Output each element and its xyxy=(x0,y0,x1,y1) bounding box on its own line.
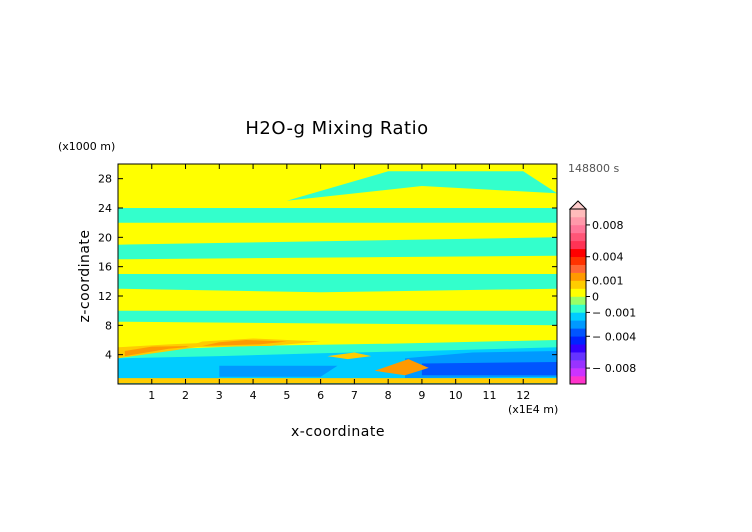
x-tick-label: 2 xyxy=(182,389,189,402)
x-tick-label: 12 xyxy=(516,389,530,402)
colorbar-band xyxy=(570,288,586,297)
colorbar-band xyxy=(570,280,586,289)
y-tick-label: 16 xyxy=(98,261,112,274)
colorbar-band xyxy=(570,264,586,273)
colorbar-tick-label: 0.004 xyxy=(592,251,624,264)
contour-region xyxy=(118,310,557,326)
x-tick-label: 11 xyxy=(482,389,496,402)
colorbar-tick-label: 0 xyxy=(592,291,599,304)
contour-region xyxy=(118,208,557,223)
colorbar-band xyxy=(570,344,586,353)
contour-region xyxy=(219,365,338,377)
contour-region xyxy=(118,274,557,293)
colorbar-tick-label: 0.001 xyxy=(592,275,624,288)
plot-area xyxy=(117,163,558,385)
colorbar-band xyxy=(570,224,586,234)
y-tick-label: 28 xyxy=(98,173,112,186)
colorbar-band xyxy=(570,336,586,345)
contour-region xyxy=(327,352,372,360)
colorbar-band xyxy=(570,240,586,250)
colorbar-tick-label: − 0.008 xyxy=(592,362,636,375)
colorbar-band xyxy=(570,256,586,265)
y-unit-label: (x1000 m) xyxy=(58,140,115,153)
colorbar-band xyxy=(570,368,586,377)
colorbar-band xyxy=(570,312,586,321)
contour-regions xyxy=(118,171,557,384)
x-tick-label: 1 xyxy=(148,389,155,402)
contour-region xyxy=(124,345,203,357)
colorbar-band xyxy=(570,328,586,337)
x-tick-label: 3 xyxy=(216,389,223,402)
colorbar-band xyxy=(570,352,586,361)
contour-region xyxy=(118,378,557,384)
contour-region xyxy=(118,237,557,260)
colorbar-band xyxy=(570,304,586,313)
x-tick-label: 10 xyxy=(449,389,463,402)
y-tick-label: 12 xyxy=(98,290,112,303)
colorbar-band xyxy=(570,296,586,305)
chart-title: H2O-g Mixing Ratio xyxy=(245,118,428,139)
y-tick-label: 24 xyxy=(98,202,112,215)
x-tick-label: 7 xyxy=(351,389,358,402)
colorbar-band xyxy=(570,209,586,218)
contour-region xyxy=(286,171,557,201)
time-label: 148800 s xyxy=(568,162,619,175)
colorbar-band xyxy=(570,360,586,369)
contour-region xyxy=(202,340,287,346)
colorbar-band xyxy=(570,232,586,242)
contour-region xyxy=(421,362,557,376)
x-tick-label: 8 xyxy=(385,389,392,402)
y-tick-label: 20 xyxy=(98,231,112,244)
x-tick-label: 5 xyxy=(283,389,290,402)
y-tick-label: 4 xyxy=(105,349,112,362)
x-tick-label: 9 xyxy=(418,389,425,402)
x-axis: 1 2 3 4 5 6 7 8 9 10 11 12 xyxy=(148,164,530,402)
colorbar-band xyxy=(570,248,586,258)
y-axis-label: z-coordinate xyxy=(77,229,93,322)
colorbar-tick-label: − 0.004 xyxy=(592,330,636,343)
colorbar-band xyxy=(570,376,586,385)
plot-frame xyxy=(117,163,558,385)
colorbar: 0.008 0.004 0.001 0 − 0.001 − 0.004 − 0.008 xyxy=(568,200,636,385)
contour-region xyxy=(374,359,429,376)
x-unit-label: (x1E4 m) xyxy=(508,403,558,416)
colorbar-band xyxy=(570,320,586,329)
colorbar-tick-label: − 0.001 xyxy=(592,306,636,319)
colorbar-tick-label: 0.008 xyxy=(592,219,624,232)
colorbar-band xyxy=(570,272,586,281)
colorbar-band xyxy=(570,216,586,226)
y-axis: 4 8 12 16 20 24 28 xyxy=(98,173,557,362)
x-axis-label: x-coordinate xyxy=(291,424,385,440)
y-tick-label: 8 xyxy=(105,319,112,332)
colorbar-extend-arrow xyxy=(568,200,588,210)
x-tick-label: 6 xyxy=(317,389,324,402)
x-tick-label: 4 xyxy=(250,389,257,402)
